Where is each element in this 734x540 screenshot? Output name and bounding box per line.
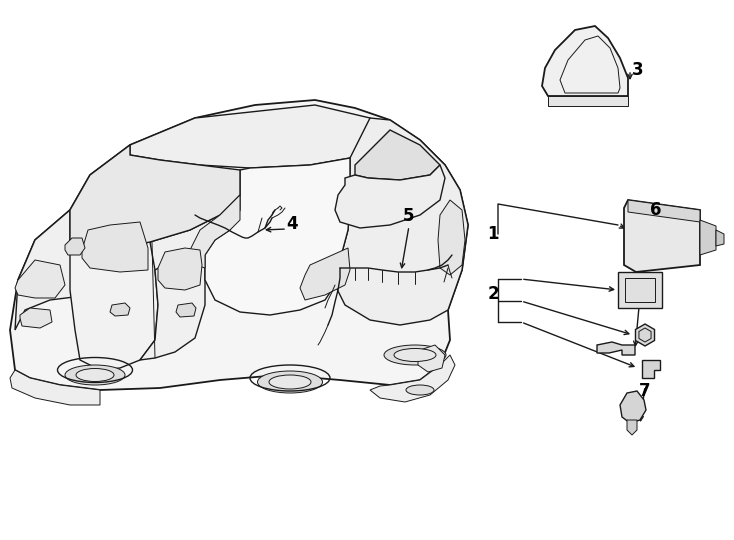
Polygon shape (70, 240, 158, 370)
Polygon shape (190, 195, 240, 268)
Polygon shape (642, 360, 660, 378)
Ellipse shape (384, 345, 446, 365)
Polygon shape (700, 220, 716, 255)
Text: 6: 6 (650, 201, 662, 219)
Text: 5: 5 (403, 207, 415, 225)
Polygon shape (15, 260, 65, 298)
Polygon shape (15, 195, 240, 330)
Polygon shape (624, 200, 700, 272)
Polygon shape (70, 145, 240, 250)
Polygon shape (542, 26, 628, 96)
Ellipse shape (76, 368, 114, 381)
Polygon shape (335, 118, 468, 325)
Polygon shape (158, 248, 202, 290)
Ellipse shape (394, 348, 436, 361)
Text: 4: 4 (286, 215, 298, 233)
Polygon shape (10, 370, 100, 405)
Polygon shape (355, 130, 440, 180)
Polygon shape (10, 100, 468, 390)
Polygon shape (130, 105, 390, 168)
Polygon shape (620, 391, 646, 423)
Polygon shape (370, 355, 455, 402)
Ellipse shape (269, 375, 311, 389)
Polygon shape (65, 238, 85, 255)
Polygon shape (627, 420, 637, 435)
Polygon shape (628, 200, 700, 222)
Polygon shape (20, 308, 52, 328)
Polygon shape (335, 165, 445, 228)
Polygon shape (548, 96, 628, 106)
Polygon shape (597, 342, 635, 355)
Polygon shape (140, 250, 205, 360)
Ellipse shape (65, 365, 125, 385)
Polygon shape (418, 345, 445, 372)
Text: 3: 3 (632, 61, 644, 79)
Polygon shape (82, 222, 148, 272)
Polygon shape (636, 324, 655, 346)
Text: 2: 2 (487, 285, 499, 303)
Ellipse shape (406, 385, 434, 395)
Polygon shape (300, 248, 350, 300)
Text: 7: 7 (639, 382, 651, 400)
Polygon shape (205, 158, 350, 315)
Polygon shape (110, 303, 130, 316)
Ellipse shape (258, 371, 322, 393)
Polygon shape (716, 230, 724, 246)
Polygon shape (438, 200, 465, 275)
Text: 1: 1 (487, 225, 498, 243)
Polygon shape (618, 272, 662, 308)
Polygon shape (176, 303, 196, 317)
